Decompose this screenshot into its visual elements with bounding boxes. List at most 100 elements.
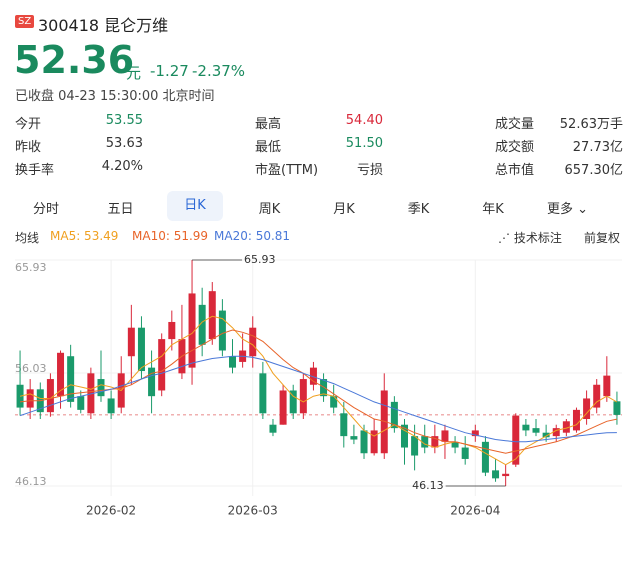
stat-label: 最高 (255, 117, 282, 132)
candle-body (481, 441, 489, 473)
stat-value: 4.20% (101, 159, 143, 174)
tab[interactable]: 周K (258, 202, 281, 217)
max-label: 65.93 (244, 253, 276, 266)
ma-line (19, 315, 618, 466)
stat-value: 53.63 (105, 136, 143, 151)
candle-body (137, 327, 145, 372)
tab[interactable]: 日K (167, 191, 223, 221)
change-pct: -2.37% (192, 62, 246, 80)
candle-body (198, 304, 206, 345)
candle-body (208, 291, 216, 340)
stock-name: 昆仑万维 (104, 16, 169, 35)
market-badge: SZ (15, 15, 35, 28)
candle-body (532, 428, 540, 433)
tool-label: 技术标注 (513, 231, 562, 245)
candle-body (390, 401, 398, 429)
code: 300418 (38, 16, 100, 35)
change: -1.27 (150, 62, 189, 80)
candle-body (26, 389, 34, 408)
candle-body (340, 413, 348, 437)
stat-label: 最低 (255, 140, 282, 155)
stat-value: 53.55 (105, 113, 143, 128)
candle-body (542, 432, 550, 438)
candle-body (583, 398, 591, 419)
candle-body (289, 390, 297, 414)
candle-body (97, 379, 105, 397)
tool[interactable]: ⋰ 技术标注 (498, 231, 562, 245)
tab[interactable]: 更多 ⌄ (546, 202, 589, 217)
tab[interactable]: 季K (407, 202, 430, 217)
candle-body (461, 447, 469, 459)
candle-body (67, 356, 75, 402)
ma-line (19, 355, 617, 443)
stat-label: 昨收 (15, 140, 42, 155)
stat-value: 27.73亿 (572, 140, 623, 155)
stat-label: 成交额 (495, 140, 535, 155)
candle-body (400, 424, 408, 448)
stat-label: 成交量 (495, 117, 535, 132)
stat-label: 换手率 (15, 163, 55, 178)
candle-body (552, 428, 560, 437)
tab[interactable]: 月K (333, 202, 355, 217)
candle-body (562, 421, 570, 433)
candle-body (168, 321, 176, 340)
stat-value: 51.50 (345, 136, 383, 151)
legend-item: MA10: 51.99 (132, 229, 209, 243)
candle-body (218, 310, 226, 351)
candle-body (370, 430, 378, 454)
candle-body (603, 375, 611, 397)
candle-body (57, 352, 65, 397)
candle-body (522, 424, 530, 431)
stat-label: 今开 (15, 117, 42, 132)
tab[interactable]: 分时 (32, 202, 59, 217)
candle-body (613, 401, 621, 415)
candle-body (249, 327, 257, 357)
unit: 元 (126, 64, 142, 82)
candle-body (299, 379, 307, 414)
candle-body (431, 436, 439, 448)
tab[interactable]: 五日 (107, 202, 134, 217)
legend-item: MA20: 50.81 (214, 229, 291, 243)
stat-value: 657.30亿 (564, 163, 624, 178)
tool[interactable]: 前复权 (584, 231, 621, 245)
candle-body (360, 430, 368, 454)
candle-body (148, 367, 156, 397)
min-label: 46.13 (412, 479, 444, 492)
status: 已收盘 04-23 15:30:00 北京时间 (15, 89, 215, 104)
tab[interactable]: 年K (482, 202, 504, 217)
y-tick-label: 46.13 (15, 475, 47, 488)
candle-body (259, 373, 267, 414)
candle-body (46, 379, 54, 413)
candle-body (512, 415, 520, 465)
candle-body (107, 398, 115, 414)
candle-body (158, 339, 166, 391)
legend-item: MA5: 53.49 (50, 229, 119, 243)
candle-body (502, 473, 510, 477)
stat-value: 52.63万手 (559, 117, 623, 132)
candle-body (441, 430, 449, 442)
stat-value: 亏损 (356, 163, 383, 178)
ma-line (20, 329, 618, 454)
stock-code: 300418 昆仑万维 (38, 12, 168, 36)
candle-body (87, 373, 95, 414)
candle-body (492, 470, 500, 479)
candle-body (77, 396, 85, 410)
chart: 46.13 56.03 65.93 2026-02 2026-03 2026-04 65.9… (15, 253, 622, 518)
candle-body (593, 384, 601, 408)
candle-body (350, 436, 358, 440)
stat-label: 总市值 (495, 163, 535, 178)
candle-body (320, 379, 328, 397)
candle-body (188, 293, 196, 368)
candle-body (421, 436, 429, 448)
candle-body (269, 424, 277, 433)
candle-body (309, 367, 317, 385)
price: 52.36 (14, 38, 135, 82)
candle-body (451, 441, 459, 448)
y-tick-label: 65.93 (15, 261, 47, 274)
y-tick-label: 56.03 (15, 362, 47, 375)
x-tick-label: 2026-04 (450, 504, 500, 518)
candle-body (229, 356, 237, 368)
ma-title: 均线 (15, 231, 40, 245)
candle-body (572, 409, 580, 431)
